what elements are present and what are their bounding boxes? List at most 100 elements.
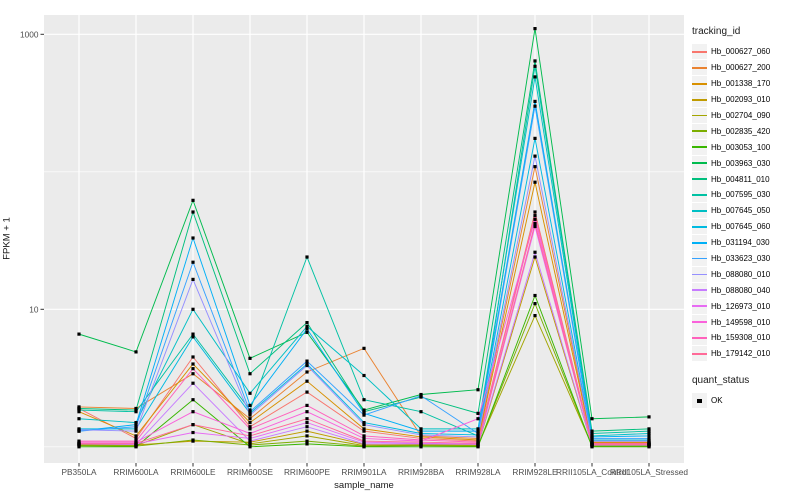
legend-key	[692, 123, 707, 139]
data-point	[362, 439, 366, 443]
legend-item-label: Hb_149598_010	[711, 317, 771, 327]
legend-item: Hb_088080_010	[692, 266, 798, 282]
legend: tracking_id Hb_000627_060 Hb_000627_200 Hb…	[692, 26, 798, 409]
data-point	[362, 420, 366, 425]
data-point	[305, 417, 309, 421]
data-point	[134, 425, 138, 429]
data-point	[191, 210, 195, 214]
data-point	[305, 324, 309, 329]
data-point	[419, 435, 423, 439]
data-point	[476, 411, 480, 415]
data-point	[362, 411, 366, 415]
data-point	[248, 417, 252, 421]
legend-item: Hb_000627_200	[692, 60, 798, 76]
series-color-line-icon	[692, 82, 707, 85]
legend-item: Hb_149598_010	[692, 314, 798, 330]
x-tick-label: RRII105LA_Control	[556, 467, 628, 477]
data-point	[533, 136, 537, 140]
data-point	[134, 429, 138, 433]
legend-item: Hb_004811_010	[692, 171, 798, 187]
legend-key	[692, 203, 707, 219]
legend-key	[692, 235, 707, 251]
quant-ok-key	[692, 393, 707, 409]
data-point	[248, 413, 252, 417]
legend-key	[692, 314, 707, 330]
legend-item-label: Hb_000627_060	[711, 47, 771, 57]
legend-item-label: Hb_088080_040	[711, 285, 771, 295]
y-tick-label: 1000	[20, 29, 39, 39]
legend-item: Hb_007645_060	[692, 219, 798, 235]
data-point	[248, 445, 252, 449]
legend-item-label: Hb_088080_010	[711, 269, 771, 279]
data-point	[305, 327, 309, 331]
black-square-point-icon	[697, 398, 702, 403]
series-color-line-icon	[692, 98, 707, 101]
data-point	[305, 330, 309, 334]
data-point	[191, 198, 195, 202]
x-tick-label: RRIM928LA	[455, 467, 501, 477]
data-point	[647, 434, 651, 438]
data-point	[533, 64, 537, 68]
legend-item-label: Hb_007645_060	[711, 222, 771, 232]
legend-item: Hb_003053_100	[692, 139, 798, 155]
data-point	[191, 236, 195, 240]
data-point	[191, 398, 195, 402]
data-point	[248, 436, 252, 441]
legend-key	[692, 266, 707, 282]
data-point	[77, 408, 81, 412]
series-color-line-icon	[692, 241, 707, 244]
legend-item: Hb_179142_010	[692, 346, 798, 362]
legend-key	[692, 155, 707, 171]
series-color-line-icon	[692, 273, 707, 276]
data-point	[476, 429, 480, 433]
data-point	[191, 423, 195, 427]
data-point	[590, 429, 594, 433]
data-point	[191, 430, 195, 435]
data-point	[191, 355, 195, 359]
x-tick-label: RRII105LA_Stressed	[610, 467, 688, 477]
data-point	[305, 420, 309, 425]
data-point	[134, 410, 138, 414]
legend-key	[692, 76, 707, 92]
legend-item: Hb_007645_050	[692, 203, 798, 219]
legend-item: Hb_002835_420	[692, 123, 798, 139]
data-point	[248, 403, 252, 408]
legend-item: Hb_126973_010	[692, 298, 798, 314]
data-point	[419, 429, 423, 433]
legend-item-label: Hb_000627_200	[711, 63, 771, 73]
data-point	[305, 390, 309, 394]
data-point	[533, 180, 537, 184]
series-color-line-icon	[692, 305, 707, 308]
x-tick-label: PB350LA	[61, 467, 97, 477]
data-point	[362, 423, 366, 427]
data-point	[305, 321, 309, 325]
data-point	[248, 443, 252, 447]
data-point	[362, 346, 366, 350]
data-point	[533, 27, 537, 31]
data-point	[362, 434, 366, 438]
data-point	[191, 277, 195, 281]
legend-key	[692, 282, 707, 298]
series-color-line-icon	[692, 257, 707, 260]
legend-key	[692, 108, 707, 123]
data-point	[476, 417, 480, 421]
y-tick-label: 10	[29, 304, 39, 314]
data-point	[476, 435, 480, 439]
data-point	[191, 381, 195, 385]
data-point	[362, 436, 366, 441]
legend-key	[692, 187, 707, 203]
legend-item-label: Hb_159308_010	[711, 333, 771, 343]
legend-item: Hb_007595_030	[692, 187, 798, 203]
legend-item: Hb_002704_090	[692, 108, 798, 124]
data-point	[134, 436, 138, 441]
data-point	[590, 417, 594, 421]
data-point	[191, 335, 195, 339]
data-point	[191, 307, 195, 311]
legend-title-quant-status: quant_status	[692, 374, 750, 386]
legend-item-label: Hb_126973_010	[711, 301, 771, 311]
legend-title-tracking-id: tracking_id	[692, 26, 741, 37]
series-color-line-icon	[692, 352, 707, 355]
data-point	[77, 445, 81, 449]
data-point	[248, 420, 252, 425]
